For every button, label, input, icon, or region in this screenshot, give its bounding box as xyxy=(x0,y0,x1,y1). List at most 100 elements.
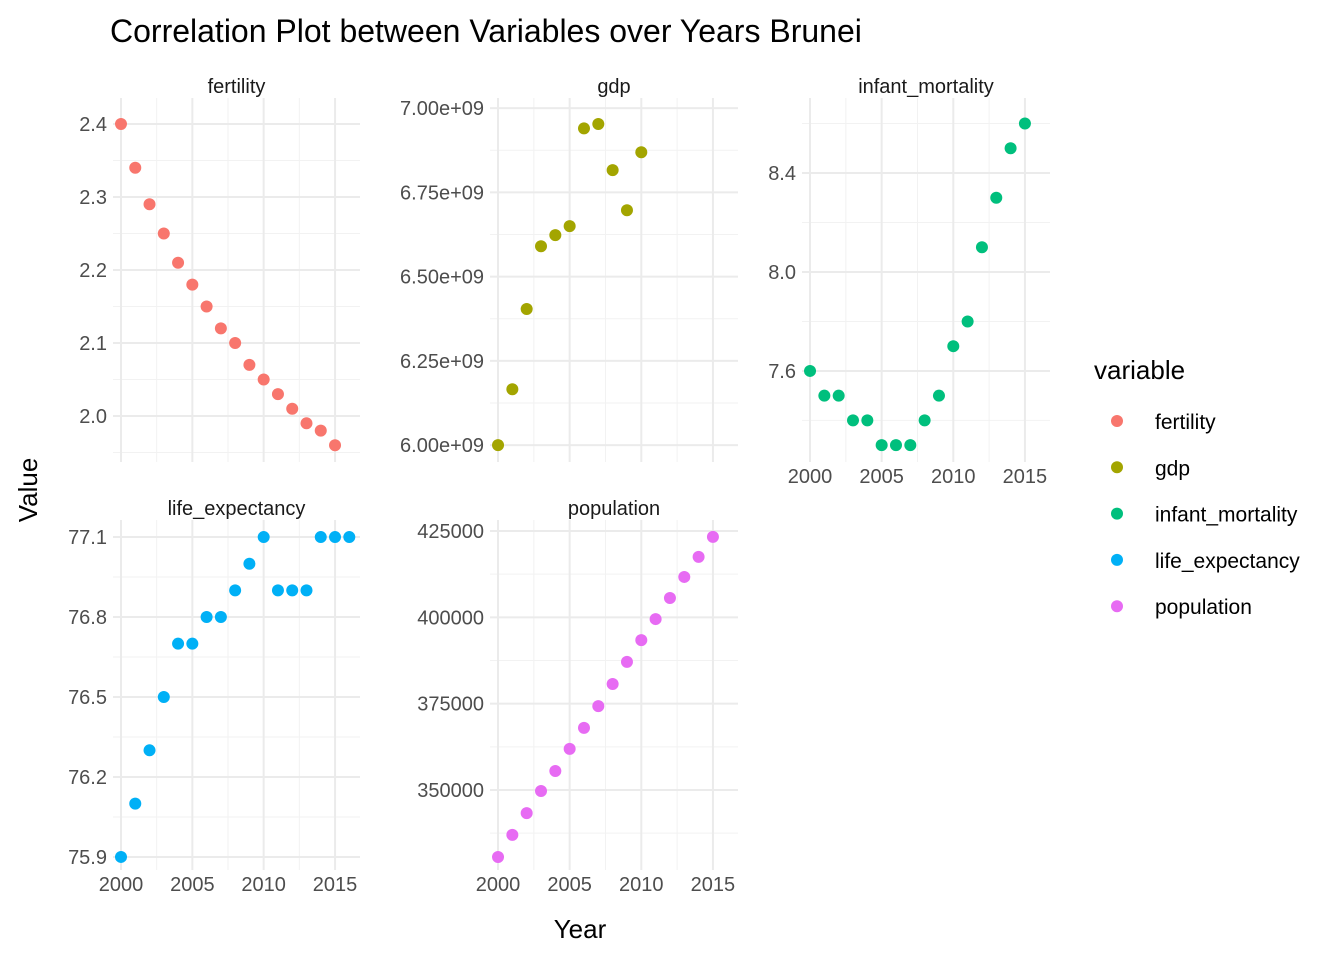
y-tick-label: 2.4 xyxy=(79,114,107,136)
panel-life-expectancy: 75.9 76.2 76.5 76.8 77.1 2000 2005 2010 2015 life… xyxy=(68,498,360,896)
data-point xyxy=(1018,117,1031,130)
y-tick-label: 2.3 xyxy=(79,187,107,209)
y-tick-label: 77.1 xyxy=(68,527,107,549)
x-tick-label: 2000 xyxy=(99,874,144,896)
x-axis-label: Year xyxy=(554,914,607,944)
chart-title: Correlation Plot between Variables over … xyxy=(110,13,862,49)
data-point xyxy=(229,337,242,350)
legend-key-fertility xyxy=(1111,415,1123,427)
data-point xyxy=(520,807,533,820)
data-point xyxy=(961,315,974,328)
data-point xyxy=(186,278,199,291)
legend-label: life_expectancy xyxy=(1155,550,1300,573)
data-point xyxy=(818,389,831,402)
data-point xyxy=(847,414,860,427)
y-tick-label: 7.00e+09 xyxy=(400,98,484,120)
panel-gdp: 6.00e+09 6.25e+09 6.50e+09 6.75e+09 7.00e+09… xyxy=(400,76,738,462)
data-point xyxy=(861,414,874,427)
data-point xyxy=(563,220,576,233)
data-point xyxy=(692,550,705,563)
data-point xyxy=(271,584,284,597)
y-tick-label: 6.25e+09 xyxy=(400,351,484,373)
data-point xyxy=(329,531,342,544)
data-point xyxy=(918,414,931,427)
y-tick-label: 2.2 xyxy=(79,260,107,282)
y-tick-label: 7.6 xyxy=(768,361,796,383)
data-point xyxy=(314,424,327,437)
legend-label: population xyxy=(1155,596,1252,619)
x-tick-label: 2015 xyxy=(313,874,358,896)
data-point xyxy=(535,785,548,798)
legend-key-population xyxy=(1111,600,1123,613)
data-point xyxy=(300,584,313,597)
data-point xyxy=(157,227,170,240)
data-point xyxy=(549,229,562,242)
data-point xyxy=(329,439,342,452)
legend-label: gdp xyxy=(1155,457,1190,480)
data-point xyxy=(577,122,590,135)
y-tick-label: 6.00e+09 xyxy=(400,435,484,457)
data-point xyxy=(257,531,270,544)
data-point xyxy=(257,373,270,386)
panel-infant-mortality: 7.6 8.0 8.4 2000 2005 2010 2015 infant_mortalit… xyxy=(768,76,1050,488)
facet-strip-label: life_expectancy xyxy=(168,498,306,520)
legend-label: infant_mortality xyxy=(1155,504,1298,527)
data-point xyxy=(214,611,227,624)
data-point xyxy=(143,198,156,211)
x-tick-label: 2005 xyxy=(547,874,592,896)
data-point xyxy=(506,828,519,841)
data-point xyxy=(620,655,633,668)
facet-strip-label: fertility xyxy=(208,76,266,98)
y-tick-label: 350000 xyxy=(417,780,484,802)
data-point xyxy=(300,417,313,430)
y-tick-label: 400000 xyxy=(417,607,484,629)
data-point xyxy=(129,797,142,810)
data-point xyxy=(932,389,945,402)
data-point xyxy=(271,388,284,401)
data-point xyxy=(172,256,185,269)
y-tick-label: 2.1 xyxy=(79,333,107,355)
data-point xyxy=(635,146,648,159)
data-point xyxy=(520,302,533,315)
data-point xyxy=(592,117,605,130)
data-point xyxy=(243,557,256,570)
data-point xyxy=(832,389,845,402)
legend-key-infant-mortality xyxy=(1111,507,1123,520)
data-point xyxy=(620,204,633,217)
y-tick-label: 75.9 xyxy=(68,847,107,869)
y-tick-label: 425000 xyxy=(417,521,484,543)
data-point xyxy=(114,117,127,130)
data-point xyxy=(114,850,127,863)
facet-strip-label: infant_mortality xyxy=(858,76,994,98)
data-point xyxy=(186,637,199,650)
data-point xyxy=(904,439,917,452)
data-point xyxy=(577,721,590,734)
data-point xyxy=(606,164,619,177)
y-tick-label: 76.8 xyxy=(68,607,107,629)
data-point xyxy=(286,402,299,415)
x-tick-label: 2000 xyxy=(788,466,833,488)
legend-label: fertility xyxy=(1155,411,1216,434)
y-tick-label: 2.0 xyxy=(79,406,107,428)
y-tick-label: 8.0 xyxy=(768,262,796,284)
data-point xyxy=(492,439,505,452)
data-point xyxy=(535,240,548,253)
data-point xyxy=(592,700,605,713)
legend-title: variable xyxy=(1094,355,1185,385)
data-point xyxy=(214,322,227,335)
y-axis-label: Value xyxy=(13,458,43,523)
data-point xyxy=(563,742,576,755)
facet-panels: 2.0 2.1 2.2 2.3 2.4 fertility 6.00e+09 6.25e+09… xyxy=(68,76,1050,896)
data-point xyxy=(635,634,648,647)
data-point xyxy=(706,530,719,543)
data-point xyxy=(990,191,1003,204)
legend-key-gdp xyxy=(1111,461,1123,474)
panel-fertility: 2.0 2.1 2.2 2.3 2.4 fertility xyxy=(79,76,360,462)
facet-strip-label: population xyxy=(568,498,660,520)
data-point xyxy=(804,364,817,377)
data-point xyxy=(143,744,156,757)
x-tick-label: 2005 xyxy=(170,874,215,896)
x-tick-label: 2010 xyxy=(931,466,976,488)
data-point xyxy=(889,439,902,452)
